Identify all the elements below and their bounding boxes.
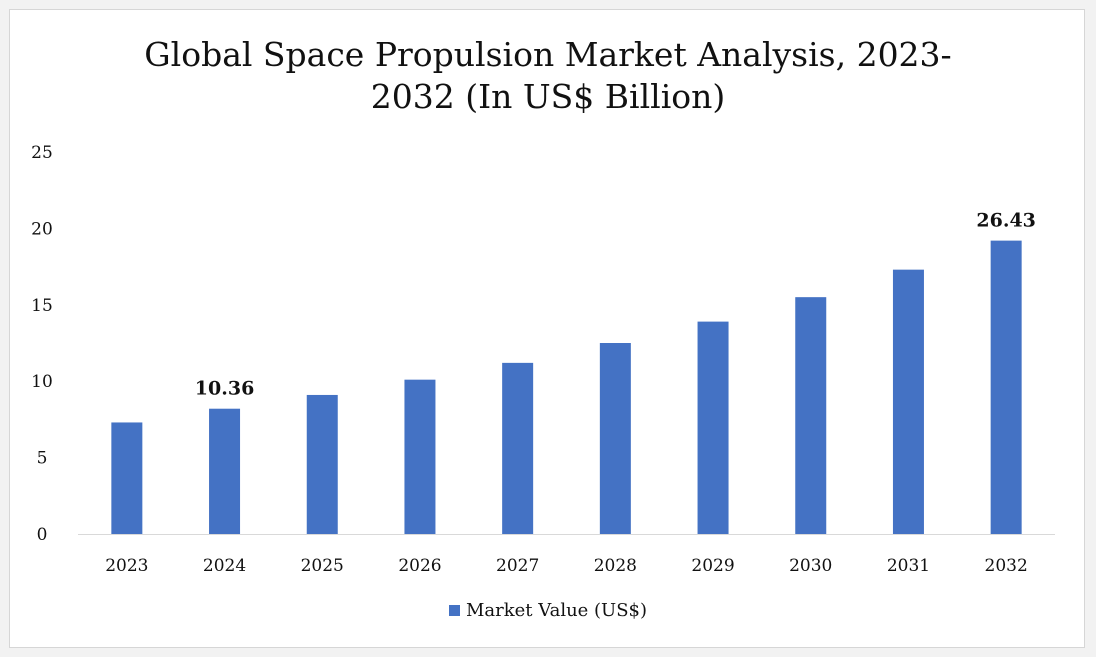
x-tick-label: 2030 <box>789 556 832 576</box>
y-tick-label: 0 <box>37 525 48 545</box>
bar <box>306 394 338 534</box>
y-tick-label: 15 <box>31 296 53 316</box>
bar <box>599 343 631 534</box>
legend-label: Market Value (US$) <box>465 600 648 621</box>
x-tick-label: 2024 <box>203 556 246 576</box>
y-tick-label: 25 <box>31 143 53 163</box>
x-tick-label: 2032 <box>985 556 1028 576</box>
x-tick-label: 2027 <box>496 556 539 576</box>
bar <box>502 362 534 534</box>
y-tick-label: 10 <box>31 372 53 392</box>
bar <box>990 240 1022 534</box>
data-labels: 10.36 26.43 <box>195 210 1036 400</box>
bars <box>111 240 1022 534</box>
x-axis: 2023 2024 2025 2026 2027 2028 2029 2030 2031 2032 <box>105 556 1028 576</box>
x-tick-label: 2031 <box>887 556 930 576</box>
bar <box>795 297 827 534</box>
legend: Market Value (US$) <box>0 600 1096 621</box>
y-axis: 0 5 10 15 20 25 <box>31 143 53 545</box>
bar <box>697 321 729 534</box>
chart-title-line-2: 2032 (In US$ Billion) <box>370 77 726 116</box>
bar <box>404 379 436 534</box>
y-tick-label: 20 <box>31 219 53 239</box>
bar <box>892 269 924 534</box>
x-tick-label: 2029 <box>691 556 734 576</box>
chart-title-line-1: Global Space Propulsion Market Analysis,… <box>144 35 952 74</box>
data-label: 10.36 <box>195 378 255 400</box>
x-tick-label: 2026 <box>398 556 441 576</box>
chart-title: Global Space Propulsion Market Analysis,… <box>0 34 1096 118</box>
y-tick-label: 5 <box>37 449 48 469</box>
x-tick-label: 2023 <box>105 556 148 576</box>
bar <box>111 422 143 534</box>
data-label: 26.43 <box>976 210 1036 232</box>
x-tick-label: 2028 <box>594 556 637 576</box>
x-tick-label: 2025 <box>301 556 344 576</box>
legend-swatch <box>448 605 460 616</box>
bar <box>209 408 241 534</box>
